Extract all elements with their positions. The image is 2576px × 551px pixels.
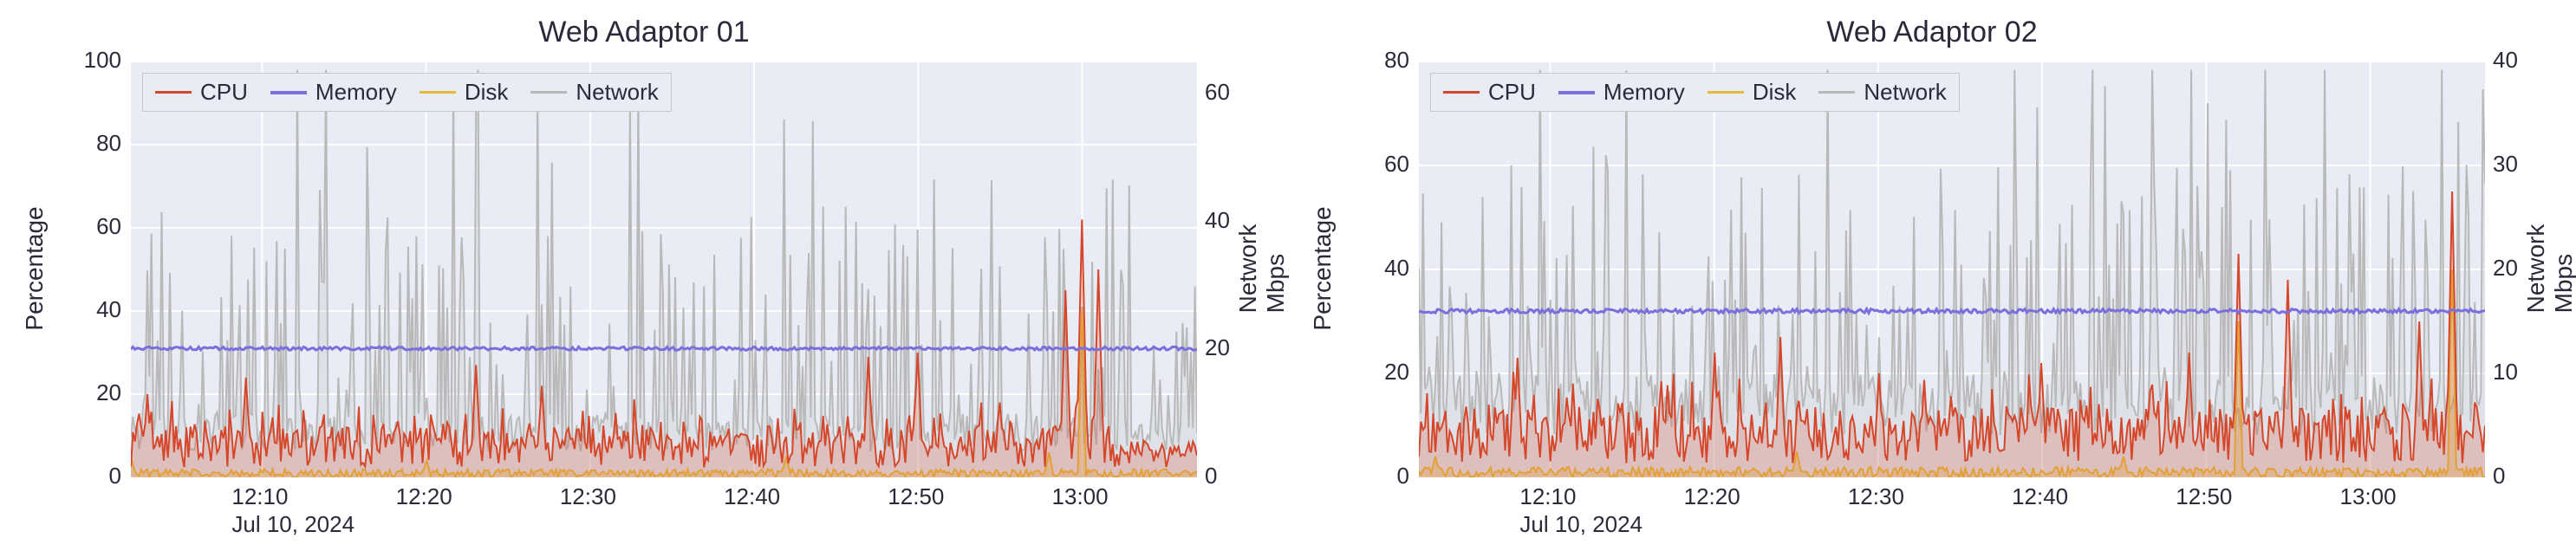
y-right-tick: 40 [2493, 47, 2518, 74]
legend-item: Memory [1558, 79, 1685, 106]
y-left-tick: 60 [96, 213, 121, 240]
y-left-tick: 40 [1384, 255, 1409, 282]
chart-title: Web Adaptor 01 [0, 16, 1288, 49]
legend: CPU Memory Disk Network [142, 73, 672, 112]
legend-swatch [270, 91, 307, 94]
legend-swatch [1708, 91, 1744, 94]
legend-swatch [1558, 91, 1595, 94]
y-right-label: Network Mbps [1234, 224, 1290, 314]
y-left-tick: 20 [96, 379, 121, 406]
y-left-tick: 0 [1397, 463, 1409, 489]
x-tick: 12:20 [1684, 483, 1740, 510]
x-tick: 12:30 [1848, 483, 1904, 510]
chart-svg [131, 62, 1197, 477]
chart-panel: Web Adaptor 02 0 20 40 60 80 0 10 20 30 40 12:10 12:… [1288, 0, 2576, 551]
y-right-tick: 10 [2493, 359, 2518, 386]
y-left-tick: 20 [1384, 359, 1409, 386]
x-date-label: Jul 10, 2024 [1519, 511, 1643, 538]
x-tick: 12:10 [1519, 483, 1576, 510]
legend: CPU Memory Disk Network [1430, 73, 1960, 112]
x-tick: 12:20 [396, 483, 452, 510]
x-date-label: Jul 10, 2024 [231, 511, 355, 538]
y-right-tick: 20 [1205, 334, 1230, 361]
legend-swatch [1443, 91, 1480, 94]
legend-swatch [1818, 91, 1855, 94]
legend-item: CPU [1443, 79, 1536, 106]
legend-swatch [530, 91, 567, 94]
legend-label: Disk [1753, 79, 1797, 106]
x-tick: 12:50 [2176, 483, 2232, 510]
legend-label: Network [1864, 79, 1946, 106]
legend-label: Network [576, 79, 658, 106]
y-right-tick: 0 [2493, 463, 2505, 489]
legend-swatch [420, 91, 456, 94]
x-tick: 12:40 [2012, 483, 2068, 510]
legend-label: Memory [1603, 79, 1685, 106]
legend-item: Memory [270, 79, 397, 106]
legend-item: Disk [1708, 79, 1797, 106]
x-tick: 12:30 [560, 483, 616, 510]
legend-swatch [155, 91, 192, 94]
y-right-tick: 60 [1205, 79, 1230, 106]
y-right-label: Network Mbps [2522, 224, 2576, 314]
legend-label: Disk [465, 79, 509, 106]
plot-area [130, 61, 1198, 478]
legend-item: CPU [155, 79, 248, 106]
x-tick: 12:40 [724, 483, 780, 510]
y-left-tick: 100 [84, 47, 121, 74]
y-left-tick: 0 [109, 463, 121, 489]
y-left-tick: 40 [96, 296, 121, 323]
legend-label: Memory [315, 79, 397, 106]
y-right-tick: 20 [2493, 255, 2518, 282]
y-right-tick: 40 [1205, 207, 1230, 234]
y-left-label: Percentage [1309, 206, 1337, 330]
legend-label: CPU [1488, 79, 1536, 106]
legend-item: Network [530, 79, 658, 106]
chart-panel: Web Adaptor 01 0 20 40 60 80 100 0 20 40 60 12:10 12… [0, 0, 1288, 551]
legend-item: Disk [420, 79, 509, 106]
chart-title: Web Adaptor 02 [1288, 16, 2576, 49]
chart-svg [1419, 62, 2485, 477]
legend-label: CPU [200, 79, 248, 106]
x-tick: 13:00 [1052, 483, 1109, 510]
legend-item: Network [1818, 79, 1946, 106]
x-tick: 12:10 [231, 483, 288, 510]
y-right-tick: 30 [2493, 151, 2518, 178]
x-tick: 13:00 [2340, 483, 2397, 510]
y-left-label: Percentage [21, 206, 49, 330]
plot-area [1418, 61, 2486, 478]
y-right-tick: 0 [1205, 463, 1217, 489]
y-left-tick: 60 [1384, 151, 1409, 178]
x-tick: 12:50 [888, 483, 944, 510]
y-left-tick: 80 [96, 130, 121, 157]
y-left-tick: 80 [1384, 47, 1409, 74]
